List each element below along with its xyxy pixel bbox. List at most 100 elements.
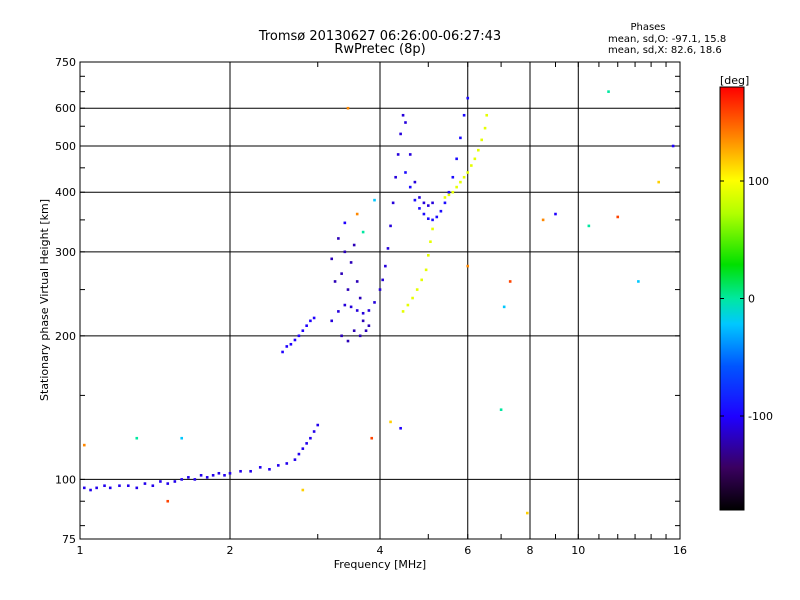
data-point: [312, 430, 316, 433]
data-point: [401, 310, 405, 313]
chart-title: Tromsø 20130627 06:26:00-06:27:43: [258, 29, 501, 44]
data-point: [373, 301, 376, 304]
data-point: [462, 175, 466, 179]
colorbar-tick-label: 0: [748, 293, 755, 306]
data-point: [361, 230, 365, 234]
data-point: [420, 278, 423, 282]
data-point: [305, 324, 308, 328]
data-point: [330, 319, 334, 323]
chart-subtitle: RwPretec (8p): [334, 42, 425, 57]
data-point: [406, 303, 410, 307]
data-point: [281, 350, 284, 354]
data-point: [343, 303, 347, 307]
data-point: [103, 484, 106, 488]
data-point: [443, 196, 447, 199]
data-point: [439, 209, 443, 213]
data-point: [394, 175, 397, 179]
data-point: [293, 458, 297, 461]
data-point: [199, 474, 203, 477]
data-point: [408, 185, 412, 189]
data-point: [401, 113, 405, 117]
colorbar-tick-label: -100: [748, 410, 773, 423]
data-point: [483, 126, 487, 130]
data-point: [355, 309, 359, 312]
data-point: [413, 180, 417, 184]
y-tick-label: 300: [55, 246, 76, 259]
y-tick-label: 100: [55, 473, 76, 486]
y-axis: 75 100 200 300 400 500 600 750: [55, 56, 680, 546]
data-point: [384, 264, 387, 268]
data-point: [316, 423, 320, 427]
data-point: [378, 288, 382, 291]
data-point: [297, 334, 301, 338]
data-point: [151, 484, 155, 488]
data-point: [499, 408, 503, 412]
data-points: [82, 90, 675, 515]
phase-info-heading: Phases: [630, 22, 665, 33]
data-point: [424, 268, 428, 272]
data-point: [426, 204, 430, 207]
data-point: [358, 334, 362, 338]
x-tick-label: 4: [377, 544, 384, 557]
data-point: [462, 113, 466, 117]
data-point: [118, 484, 121, 488]
y-tick-label: 200: [55, 330, 76, 343]
data-point: [415, 288, 419, 291]
data-point: [180, 478, 184, 481]
data-point: [411, 296, 414, 300]
colorbar-ticks: 100 0 -100: [720, 175, 773, 423]
data-point: [361, 311, 365, 315]
data-point: [193, 478, 197, 481]
data-point: [370, 436, 374, 440]
data-point: [404, 171, 407, 174]
data-point: [346, 288, 350, 291]
grid-lines: [80, 62, 680, 539]
data-point: [451, 190, 455, 194]
data-point: [159, 480, 162, 483]
data-point: [541, 218, 545, 222]
y-tick-label: 750: [55, 56, 76, 69]
data-point: [470, 164, 473, 167]
data-point: [451, 175, 455, 179]
data-point: [386, 247, 390, 250]
data-point: [455, 157, 458, 161]
y-axis-title: Stationary phase Virtual Height [km]: [38, 199, 51, 401]
data-point: [309, 436, 312, 440]
data-point: [616, 215, 620, 219]
data-point: [637, 280, 640, 283]
data-point: [301, 329, 305, 332]
data-point: [447, 190, 451, 194]
data-point: [205, 476, 209, 479]
data-point: [485, 113, 489, 117]
data-point: [389, 224, 392, 228]
data-point: [413, 198, 417, 202]
data-point: [418, 196, 421, 199]
data-point: [466, 264, 470, 268]
data-point: [173, 480, 177, 483]
data-point: [89, 488, 92, 492]
y-tick-label: 500: [55, 140, 76, 153]
x-tick-label: 1: [77, 544, 84, 557]
colorbar-label: [deg]: [720, 74, 749, 87]
data-point: [285, 345, 289, 348]
data-point: [217, 471, 221, 475]
data-point: [607, 90, 610, 93]
x-axis: 1 2 4 6 8 10 16: [77, 62, 687, 557]
data-point: [289, 342, 293, 346]
data-point: [337, 237, 340, 240]
data-point: [443, 201, 447, 205]
data-point: [228, 471, 232, 475]
x-tick-label: 10: [571, 544, 585, 557]
data-point: [657, 180, 660, 184]
data-point: [367, 324, 371, 328]
data-point: [343, 221, 347, 225]
data-point: [301, 488, 305, 492]
data-point: [554, 212, 557, 216]
data-point: [276, 464, 280, 467]
data-point: [480, 138, 484, 142]
data-point: [82, 486, 86, 490]
data-point: [355, 280, 359, 283]
data-point: [309, 319, 312, 323]
data-point: [166, 499, 170, 503]
